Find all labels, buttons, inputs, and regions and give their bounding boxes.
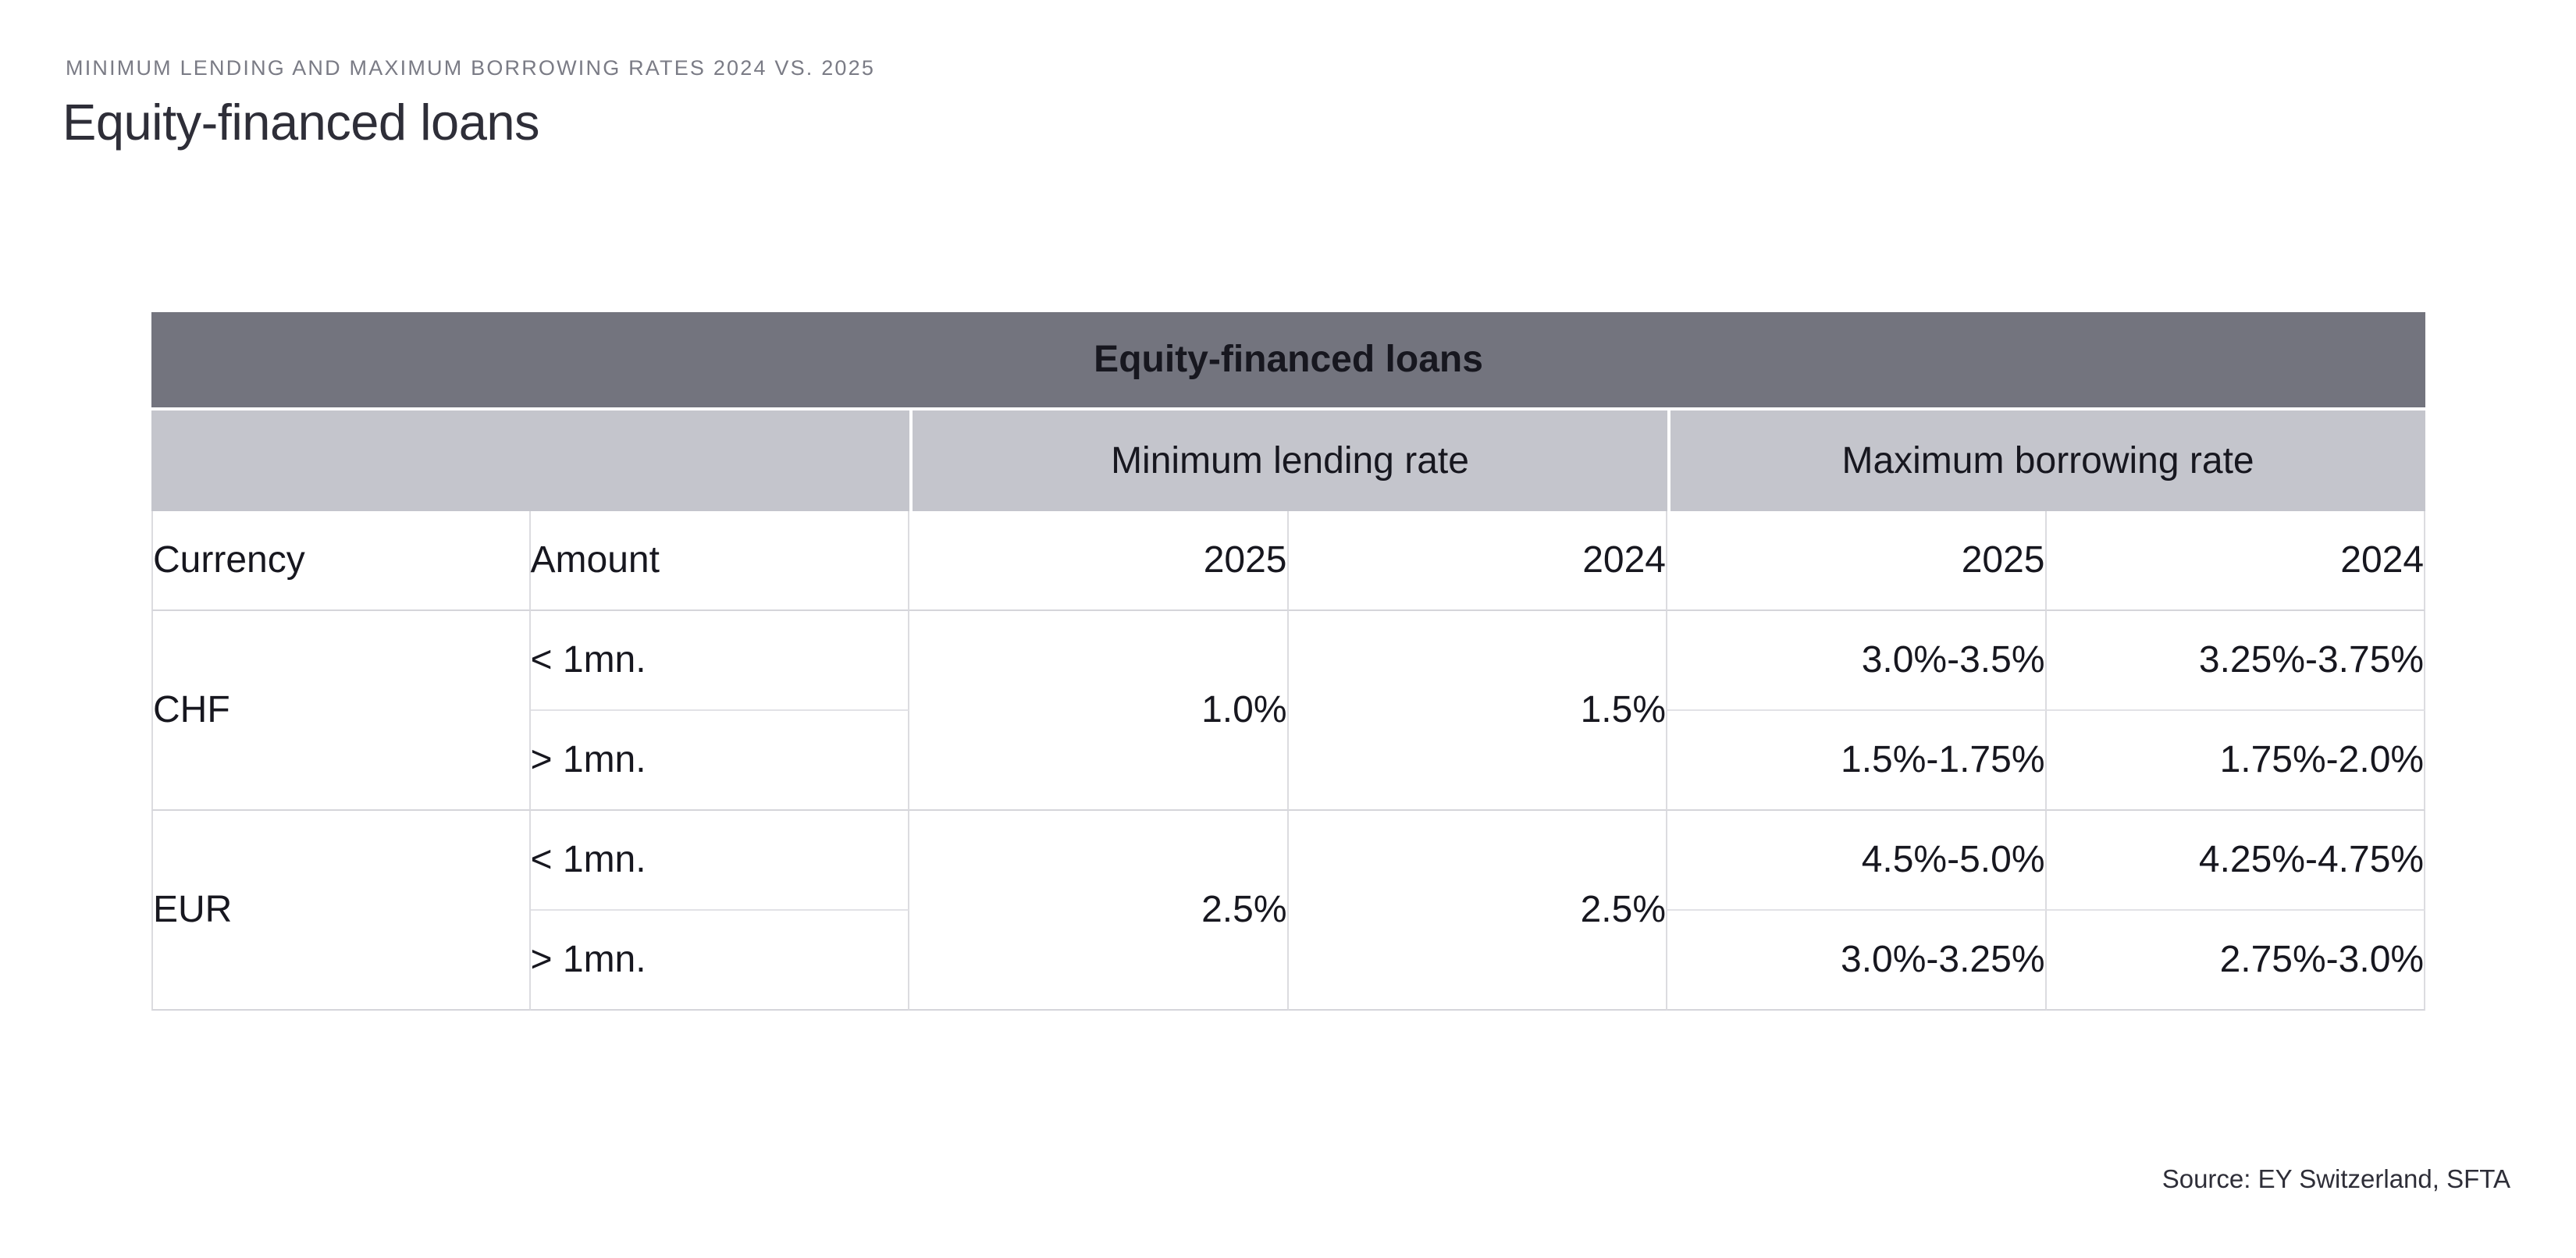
source-note: Source: EY Switzerland, SFTA [2161,1164,2510,1193]
col-header-max-2025: 2025 [1667,511,2047,611]
table-row: > 1mn. 1.5%-1.75% 1.75%-2.0% [151,711,2426,811]
kicker: MINIMUM LENDING AND MAXIMUM BORROWING RA… [66,56,876,80]
cell-chf-lt-max-2025: 3.0%-3.5% [1667,611,2047,711]
group-header-empty [151,410,909,511]
table-title-band: Equity-financed loans [151,312,2426,410]
cell-chf-lt-max-2024: 3.25%-3.75% [2046,611,2426,711]
cell-eur-currency: EUR [151,811,531,1011]
col-header-amount: Amount [530,511,909,611]
table-row: CHF < 1mn. 1.0% 1.5% 3.0%-3.5% 3.25%-3.7… [151,611,2426,811]
col-header-currency: Currency [151,511,531,611]
rates-table: Equity-financed loans Minimum lending ra… [151,312,2426,1011]
cell-eur-lt-amount: < 1mn. [530,811,909,911]
cell-eur-min-2025: 2.5% [909,811,1289,1011]
cell-eur-gt-max-2024: 2.75%-3.0% [2046,911,2426,1011]
cell-eur-gt-amount: > 1mn. [530,911,909,1011]
cell-chf-currency: CHF [151,611,531,811]
group-header-max-borrowing: Maximum borrowing rate [1667,410,2426,511]
table-row: EUR < 1mn. 2.5% 2.5% 4.5%-5.0% 4.25%-4.7… [151,811,2426,1011]
col-header-min-2024: 2024 [1288,511,1667,611]
cell-eur-lt-max-2025: 4.5%-5.0% [1667,811,2047,911]
group-header-min-lending: Minimum lending rate [909,410,1667,511]
table-row: > 1mn. 3.0%-3.25% 2.75%-3.0% [151,911,2426,1011]
page-title: Equity-financed loans [62,94,540,151]
cell-chf-lt-amount: < 1mn. [530,611,909,711]
cell-chf-gt-max-2025: 1.5%-1.75% [1667,711,2047,811]
col-header-min-2025: 2025 [909,511,1289,611]
cell-chf-min-2025: 1.0% [909,611,1289,811]
cell-eur-gt-max-2025: 3.0%-3.25% [1667,911,2047,1011]
col-header-max-2024: 2024 [2046,511,2426,611]
cell-chf-gt-amount: > 1mn. [530,711,909,811]
cell-chf-gt-max-2024: 1.75%-2.0% [2046,711,2426,811]
cell-chf-min-2024: 1.5% [1288,611,1667,811]
cell-eur-min-2024: 2.5% [1288,811,1667,1011]
cell-eur-lt-max-2024: 4.25%-4.75% [2046,811,2426,911]
